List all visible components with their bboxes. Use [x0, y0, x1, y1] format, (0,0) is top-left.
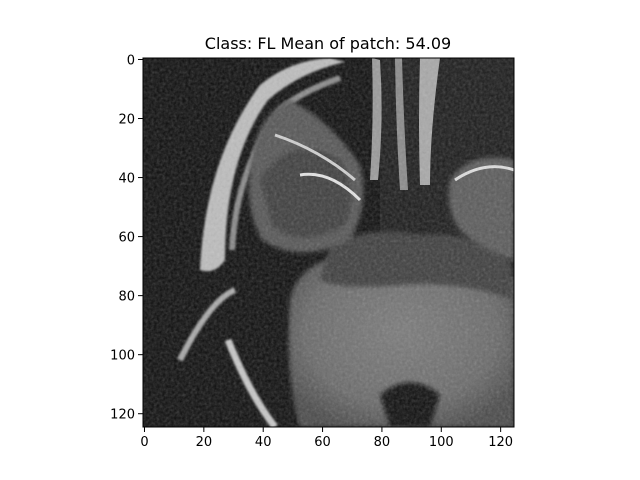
y-tick-label: 80 [118, 290, 135, 305]
x-tick-label: 60 [314, 435, 331, 450]
y-tick-label: 20 [118, 113, 135, 128]
x-tick-label: 20 [196, 435, 213, 450]
y-tick-label: 60 [118, 231, 135, 246]
y-tick-label: 40 [118, 172, 135, 187]
y-axis: 0 20 40 60 80 100 120 [110, 53, 143, 423]
axes-frame [142, 57, 515, 428]
y-tick-label: 0 [127, 53, 135, 68]
chart-title: Class: FL Mean of patch: 54.09 [205, 34, 451, 53]
x-tick-label: 120 [488, 435, 513, 450]
y-tick-label: 120 [110, 408, 135, 423]
mri-image [143, 58, 514, 427]
x-tick-label: 40 [255, 435, 272, 450]
x-tick-label: 100 [429, 435, 454, 450]
x-axis: 0 20 40 60 80 100 120 [140, 427, 513, 450]
x-tick-label: 80 [374, 435, 391, 450]
y-tick-label: 100 [110, 349, 135, 364]
x-tick-label: 0 [140, 435, 148, 450]
